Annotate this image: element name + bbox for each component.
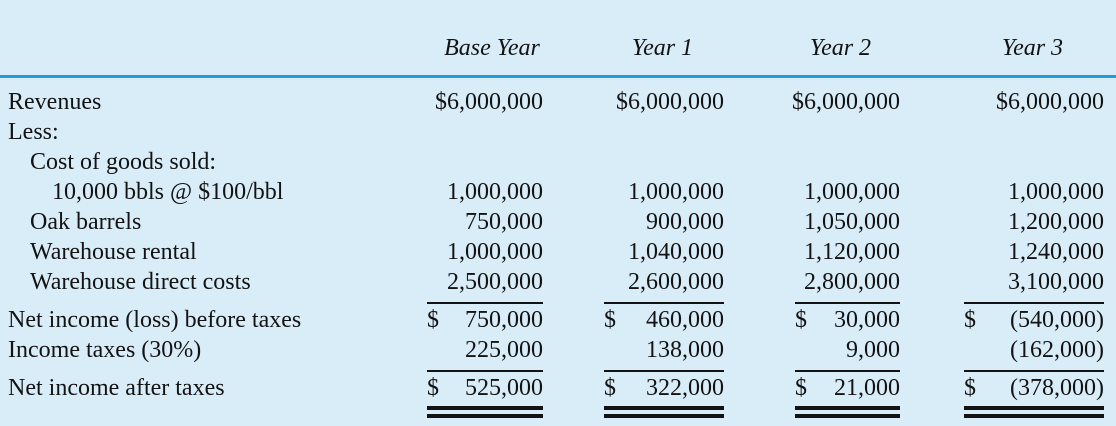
currency-symbol: $ [964, 307, 976, 333]
amount-cell [916, 147, 1116, 177]
amount-block: $ (540,000) [964, 302, 1104, 334]
amount-cell: $322,000 [556, 365, 736, 418]
amount-cell: $6,000,000 [792, 89, 900, 115]
table-row-cost-of-goods-sold: Cost of goods sold: [0, 147, 1116, 177]
amount-block: $750,000 [427, 302, 543, 334]
table-row-warehouse-direct-costs: Warehouse direct costs 2,500,000 2,600,0… [0, 267, 1116, 297]
amount-cell: 1,000,000 [628, 179, 724, 205]
amount-cell: 2,500,000 [447, 269, 543, 295]
amount-block: $460,000 [604, 302, 724, 334]
amount-cell: $ (540,000) [916, 297, 1116, 335]
header-row: Base Year Year 1 Year 2 Year 3 [0, 0, 1116, 78]
amount-value: 460,000 [646, 307, 724, 333]
amount-cell [556, 117, 736, 147]
amount-cell: 9,000 [846, 337, 900, 363]
amount-cell: 1,000,000 [804, 179, 900, 205]
amount-cell: $6,000,000 [435, 89, 543, 115]
column-header-base-year: Base Year [396, 0, 556, 78]
row-label: Income taxes (30%) [8, 337, 202, 363]
amount-value: 525,000 [465, 375, 543, 401]
amount-cell [736, 147, 916, 177]
row-label: Warehouse rental [30, 239, 197, 265]
row-label: Warehouse direct costs [30, 269, 251, 295]
amount-cell: $6,000,000 [996, 89, 1104, 115]
amount-cell: 1,040,000 [628, 239, 724, 265]
amount-block: $ (378,000) [964, 370, 1104, 418]
amount-cell: 225,000 [465, 337, 543, 363]
table-row-less: Less: [0, 117, 1116, 147]
amount-cell [916, 117, 1116, 147]
currency-symbol: $ [795, 307, 807, 333]
amount-value: 750,000 [465, 307, 543, 333]
amount-cell: 1,000,000 [1008, 179, 1104, 205]
amount-cell: $750,000 [396, 297, 556, 335]
amount-cell: 2,800,000 [804, 269, 900, 295]
row-label: Cost of goods sold: [30, 149, 217, 175]
column-header-year-1: Year 1 [556, 0, 736, 78]
amount-cell: 138,000 [646, 337, 724, 363]
header-empty-cell [0, 0, 396, 78]
table-row-bbls: 10,000 bbls @ $100/bbl 1,000,000 1,000,0… [0, 177, 1116, 207]
amount-block: $30,000 [795, 302, 900, 334]
amount-cell: 750,000 [465, 209, 543, 235]
table-row-net-income-before-taxes: Net income (loss) before taxes $750,000 … [0, 297, 1116, 335]
amount-cell: $525,000 [396, 365, 556, 418]
amount-cell: 1,240,000 [1008, 239, 1104, 265]
row-label: Net income (loss) before taxes [8, 307, 302, 333]
amount-cell: $ (378,000) [916, 365, 1116, 418]
amount-cell [556, 147, 736, 177]
table-row-revenues: Revenues $6,000,000 $6,000,000 $6,000,00… [0, 77, 1116, 118]
currency-symbol: $ [604, 307, 616, 333]
amount-cell [396, 147, 556, 177]
currency-symbol: $ [427, 375, 439, 401]
currency-symbol: $ [964, 375, 976, 401]
amount-block: $21,000 [795, 370, 900, 418]
amount-cell: 1,000,000 [447, 239, 543, 265]
currency-symbol: $ [427, 307, 439, 333]
amount-cell: 1,120,000 [804, 239, 900, 265]
column-header-year-2: Year 2 [736, 0, 916, 78]
row-label: 10,000 bbls @ $100/bbl [52, 179, 284, 205]
amount-cell: 1,000,000 [447, 179, 543, 205]
amount-cell [736, 117, 916, 147]
amount-cell: (162,000) [1010, 337, 1104, 363]
amount-cell: $6,000,000 [616, 89, 724, 115]
amount-cell: $21,000 [736, 365, 916, 418]
amount-cell: 3,100,000 [1008, 269, 1104, 295]
column-header-year-3: Year 3 [916, 0, 1116, 78]
table-row-income-taxes: Income taxes (30%) 225,000 138,000 9,000… [0, 335, 1116, 365]
row-label: Revenues [8, 89, 102, 115]
currency-symbol: $ [604, 375, 616, 401]
amount-block: $525,000 [427, 370, 543, 418]
row-label: Less: [8, 119, 59, 145]
currency-symbol: $ [795, 375, 807, 401]
table-row-oak-barrels: Oak barrels 750,000 900,000 1,050,000 1,… [0, 207, 1116, 237]
table-row-net-income-after-taxes: Net income after taxes $525,000 $322,000… [0, 365, 1116, 418]
amount-value: (378,000) [1010, 375, 1104, 401]
amount-cell: 2,600,000 [628, 269, 724, 295]
amount-value: 322,000 [646, 375, 724, 401]
row-label: Oak barrels [30, 209, 142, 235]
amount-cell: $30,000 [736, 297, 916, 335]
amount-value: 30,000 [834, 307, 900, 333]
amount-cell: 1,200,000 [1008, 209, 1104, 235]
row-label: Net income after taxes [8, 375, 225, 401]
amount-cell: 1,050,000 [804, 209, 900, 235]
table-row-warehouse-rental: Warehouse rental 1,000,000 1,040,000 1,1… [0, 237, 1116, 267]
amount-value: (540,000) [1010, 307, 1104, 333]
amount-cell [396, 117, 556, 147]
amount-cell: 900,000 [646, 209, 724, 235]
amount-block: $322,000 [604, 370, 724, 418]
amount-cell: $460,000 [556, 297, 736, 335]
amount-value: 21,000 [834, 375, 900, 401]
